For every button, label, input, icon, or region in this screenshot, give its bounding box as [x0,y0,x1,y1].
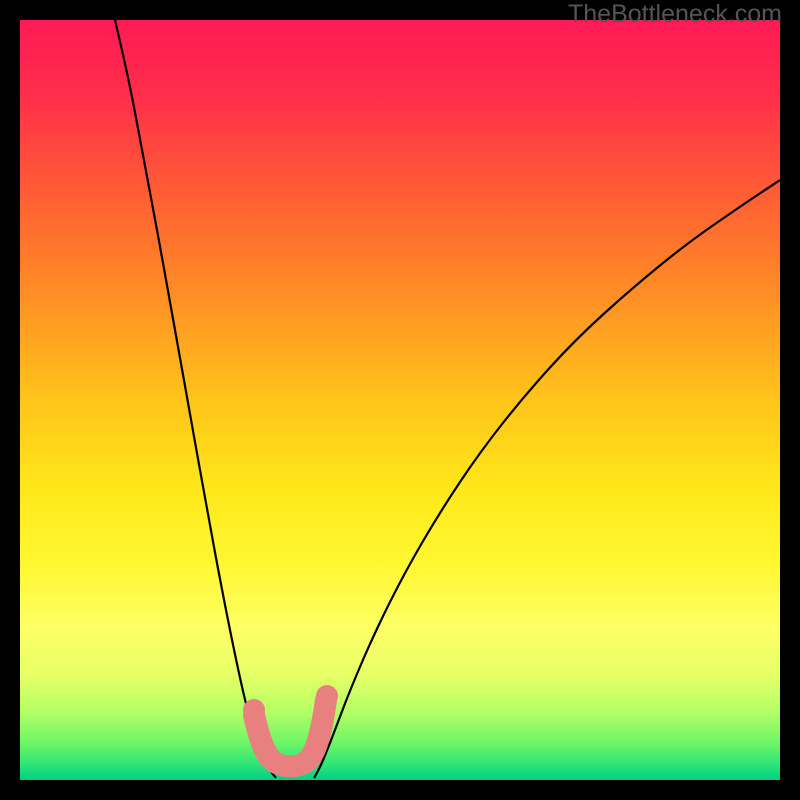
optimal-marker-endpoint-right [316,685,338,707]
optimal-marker-endpoint-left [243,699,265,721]
watermark-text: TheBottleneck.com [568,0,782,29]
marker-layer [20,20,780,780]
plot-area [20,20,780,780]
